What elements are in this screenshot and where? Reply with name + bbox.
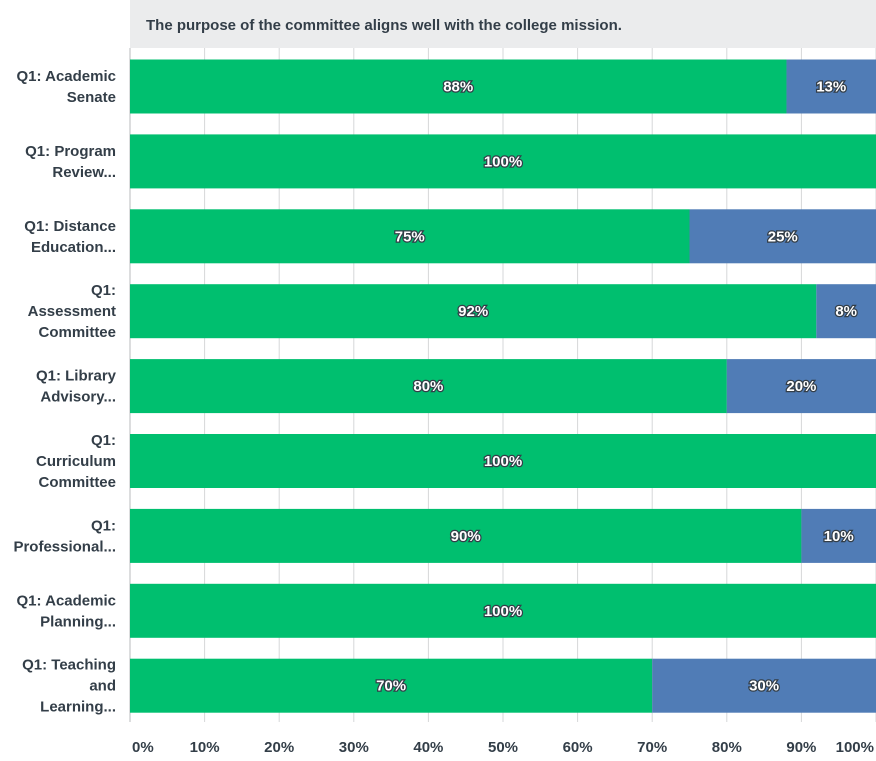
x-tick-label: 100%	[836, 739, 874, 756]
data-label: 25%	[768, 228, 798, 245]
chart-title: The purpose of the committee aligns well…	[146, 17, 622, 34]
x-tick-label: 10%	[190, 739, 220, 756]
data-label: 13%	[816, 79, 846, 96]
x-tick-label: 0%	[132, 739, 154, 756]
x-axis-ticks: 0% 10% 20% 30% 40% 50% 60% 70% 80% 90% 100%	[132, 739, 874, 756]
data-label: 90%	[451, 528, 481, 545]
x-tick-label: 80%	[712, 739, 742, 756]
x-tick-label: 90%	[786, 739, 816, 756]
data-label: 92%	[458, 303, 488, 320]
data-label: 20%	[786, 378, 816, 395]
x-tick-label: 60%	[563, 739, 593, 756]
x-tick-label: 20%	[264, 739, 294, 756]
data-label: 100%	[484, 153, 522, 170]
data-label: 30%	[749, 678, 779, 695]
data-label: 100%	[484, 453, 522, 470]
x-tick-label: 70%	[637, 739, 667, 756]
x-tick-label: 50%	[488, 739, 518, 756]
data-label: 100%	[484, 603, 522, 620]
category-label: Q1:Professional...	[13, 517, 116, 555]
data-label: 70%	[376, 678, 406, 695]
data-label: 8%	[835, 303, 857, 320]
x-tick-label: 40%	[413, 739, 443, 756]
x-tick-label: 30%	[339, 739, 369, 756]
data-label: 88%	[443, 79, 473, 96]
data-label: 10%	[824, 528, 854, 545]
data-label: 75%	[395, 228, 425, 245]
data-label: 80%	[413, 378, 443, 395]
